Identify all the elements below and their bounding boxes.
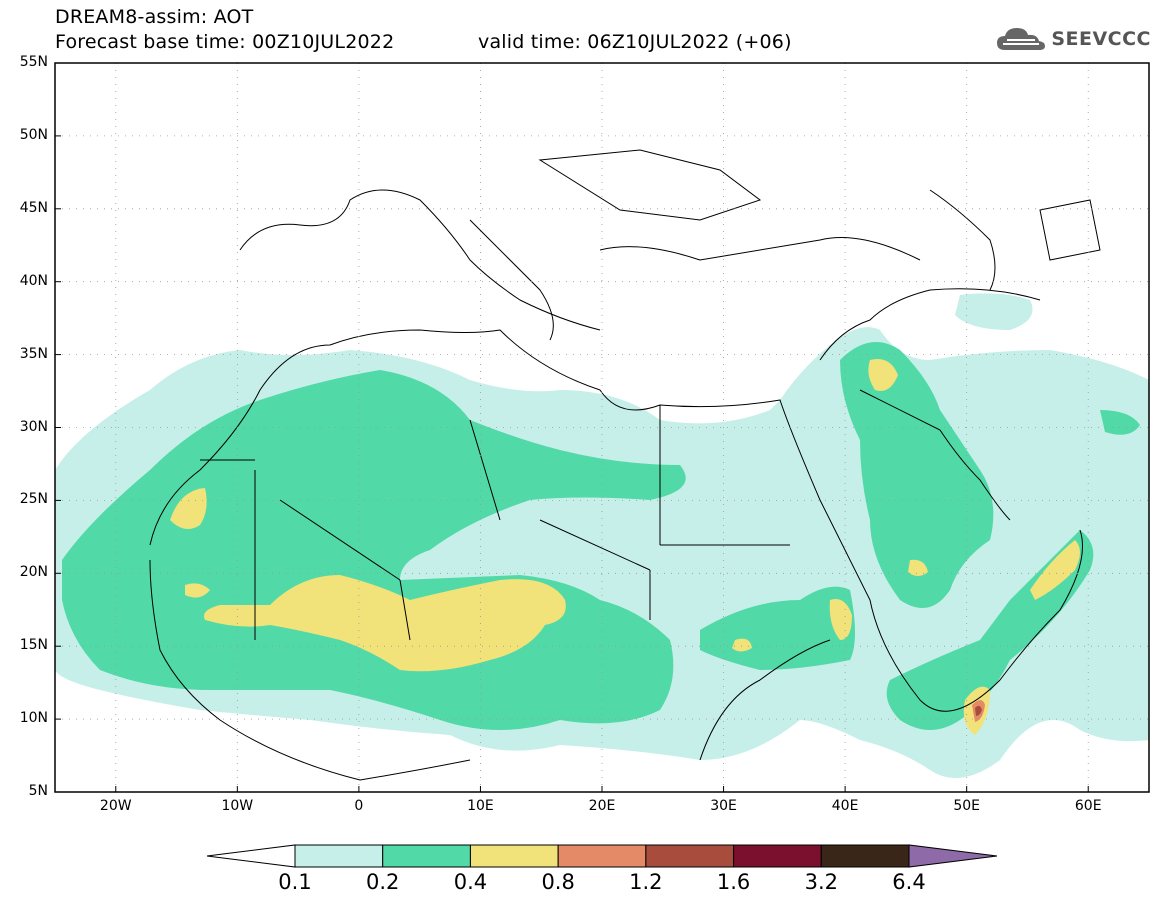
colorbar-segment [820, 844, 910, 868]
colorbar-level-label: 3.2 [804, 870, 838, 894]
lat-label: 20N [19, 564, 48, 581]
lat-label: 30N [19, 418, 48, 435]
colorbar-segment [557, 844, 647, 868]
colorbar-segment [733, 844, 822, 868]
lon-label: 0 [354, 798, 364, 814]
colorbar-segment [382, 844, 471, 868]
colorbar-extend-low [206, 844, 296, 868]
colorbar-extend-high [908, 844, 998, 868]
lat-label: 55N [19, 54, 48, 70]
lon-label: 20W [99, 798, 132, 814]
logo-text: SEEVCCC [1051, 28, 1151, 50]
aot-field [55, 149, 1149, 781]
lat-label: 40N [19, 272, 48, 289]
lon-label: 50E [953, 798, 980, 814]
colorbar-level-label: 1.6 [716, 870, 751, 894]
coastlines [149, 149, 1101, 781]
lat-label: 50N [19, 126, 48, 143]
cloud-logo-icon [997, 28, 1046, 50]
colorbar-level-label: 0.8 [541, 870, 575, 894]
map-title: DREAM8-assim: AOT [55, 6, 254, 28]
aot-level-1.2 [975, 705, 982, 716]
lat-label: 25N [19, 491, 48, 508]
lon-label: 10W [221, 798, 254, 814]
aot-colorbar [206, 844, 998, 868]
lon-label: 40E [831, 798, 859, 814]
colorbar-level-label: 0.2 [366, 870, 400, 894]
lon-label: 10E [467, 798, 494, 814]
colorbar-level-label: 0.4 [453, 870, 488, 894]
colorbar-level-label: 0.1 [278, 870, 312, 894]
colorbar-level-label: 1.2 [629, 870, 663, 894]
lat-label: 5N [28, 783, 48, 799]
lon-label: 20E [588, 798, 616, 814]
lon-label: 60E [1074, 798, 1102, 814]
seevccc-logo: SEEVCCC [995, 22, 1151, 56]
lat-label: 35N [19, 345, 48, 362]
colorbar-level-label: 6.4 [892, 870, 926, 894]
graticule [55, 63, 1149, 792]
forecast-base-time: Forecast base time: 00Z10JUL2022 [55, 31, 395, 53]
lat-label: 10N [19, 710, 48, 727]
valid-time: valid time: 06Z10JUL2022 (+06) [478, 31, 792, 53]
lat-label: 15N [19, 637, 48, 654]
lon-label: 30E [710, 798, 737, 814]
colorbar-segment [645, 844, 735, 868]
lat-label: 45N [19, 199, 48, 216]
axis-ticks [55, 62, 1089, 793]
colorbar-segment [469, 844, 559, 868]
colorbar-segment [294, 844, 384, 868]
